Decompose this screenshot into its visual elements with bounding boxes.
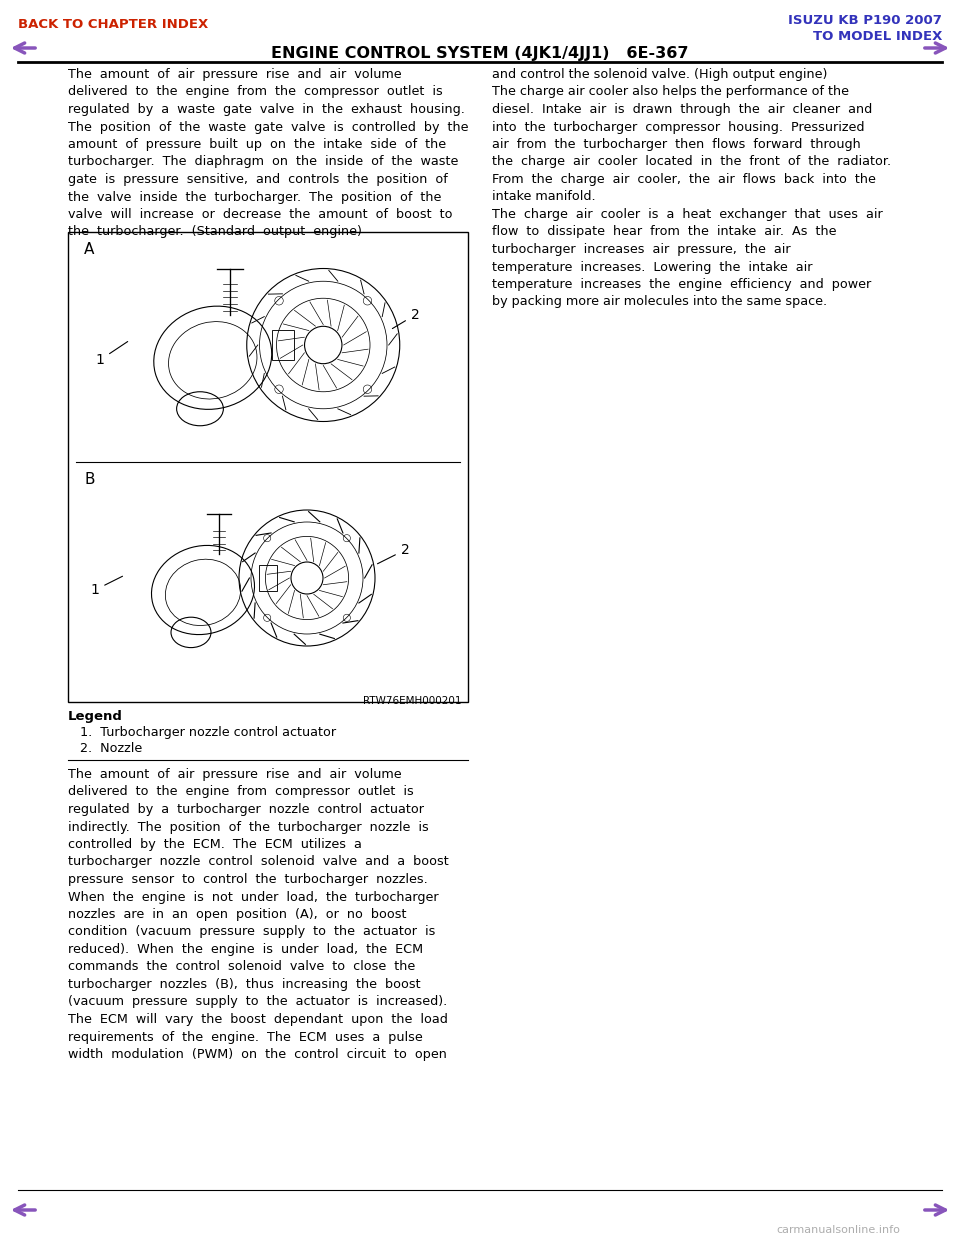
Text: and control the solenoid valve. (High output engine)
The charge air cooler also : and control the solenoid valve. (High ou… [492,68,891,308]
Text: 1.  Turbocharger nozzle control actuator: 1. Turbocharger nozzle control actuator [80,727,336,739]
Text: The  amount  of  air  pressure  rise  and  air  volume
delivered  to  the  engin: The amount of air pressure rise and air … [68,768,448,1061]
Text: 2.  Nozzle: 2. Nozzle [80,741,142,755]
Text: TO MODEL INDEX: TO MODEL INDEX [812,30,942,43]
Text: 1: 1 [90,576,123,597]
Text: RTW76EMH000201: RTW76EMH000201 [364,696,462,705]
Text: 2: 2 [377,543,409,564]
Text: A: A [84,242,94,257]
Text: ENGINE CONTROL SYSTEM (4JK1/4JJ1)   6E-367: ENGINE CONTROL SYSTEM (4JK1/4JJ1) 6E-367 [272,46,688,61]
Text: carmanualsonline.info: carmanualsonline.info [776,1225,900,1235]
Bar [273,329,294,360]
Bar [68,232,468,702]
Text: The  amount  of  air  pressure  rise  and  air  volume
delivered  to  the  engin: The amount of air pressure rise and air … [68,68,468,238]
Text: 2: 2 [393,308,420,329]
Text: 1: 1 [96,342,128,366]
Text: Legend: Legend [68,710,123,723]
Text: B: B [84,472,94,487]
Text: BACK TO CHAPTER INDEX: BACK TO CHAPTER INDEX [18,17,208,31]
Bar [259,565,276,591]
Text: ISUZU KB P190 2007: ISUZU KB P190 2007 [788,14,942,27]
